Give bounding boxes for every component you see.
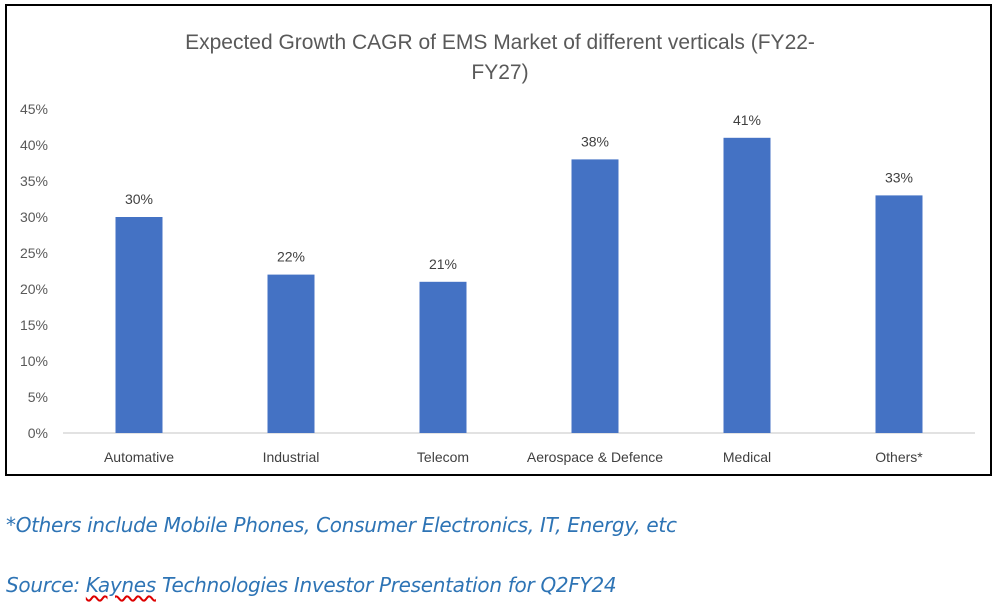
y-tick-label: 25%	[20, 245, 48, 261]
category-label: Aerospace & Defence	[527, 449, 663, 465]
chart-title-line-2: FY27)	[471, 61, 528, 84]
source-note: Source: Kaynes Technologies Investor Pre…	[6, 573, 617, 597]
category-label: Telecom	[417, 449, 469, 465]
data-label: 21%	[429, 256, 457, 272]
y-tick-label: 40%	[20, 137, 48, 153]
chart-frame	[5, 4, 992, 476]
data-label: 41%	[733, 112, 761, 128]
bar-3	[571, 159, 619, 433]
source-prefix: Source:	[6, 573, 86, 597]
data-label: 33%	[885, 169, 913, 185]
category-label: Medical	[723, 449, 771, 465]
footnote: *Others include Mobile Phones, Consumer …	[6, 513, 677, 537]
y-tick-label: 20%	[20, 281, 48, 297]
data-label: 38%	[581, 133, 609, 149]
y-tick-label: 10%	[20, 353, 48, 369]
y-tick-label: 35%	[20, 173, 48, 189]
category-label: Others*	[875, 449, 923, 465]
y-tick-label: 15%	[20, 317, 48, 333]
y-tick-label: 30%	[20, 209, 48, 225]
bar-1	[267, 274, 315, 433]
bar-4	[723, 137, 771, 434]
chart-title-line-1: Expected Growth CAGR of EMS Market of di…	[185, 31, 815, 54]
bar-chart: Expected Growth CAGR of EMS Market of di…	[20, 31, 975, 465]
y-tick-label: 0%	[28, 425, 48, 441]
data-label: 30%	[125, 191, 153, 207]
y-tick-label: 5%	[28, 389, 48, 405]
data-label: 22%	[277, 249, 305, 265]
bar-0	[115, 217, 163, 433]
bar-2	[419, 281, 467, 433]
bar-5	[875, 195, 923, 433]
category-label: Industrial	[263, 449, 320, 465]
source-rest: Technologies Investor Presentation for Q…	[155, 573, 617, 597]
y-tick-label: 45%	[20, 101, 48, 117]
category-label: Automative	[104, 449, 174, 465]
source-company: Kaynes	[85, 573, 156, 597]
